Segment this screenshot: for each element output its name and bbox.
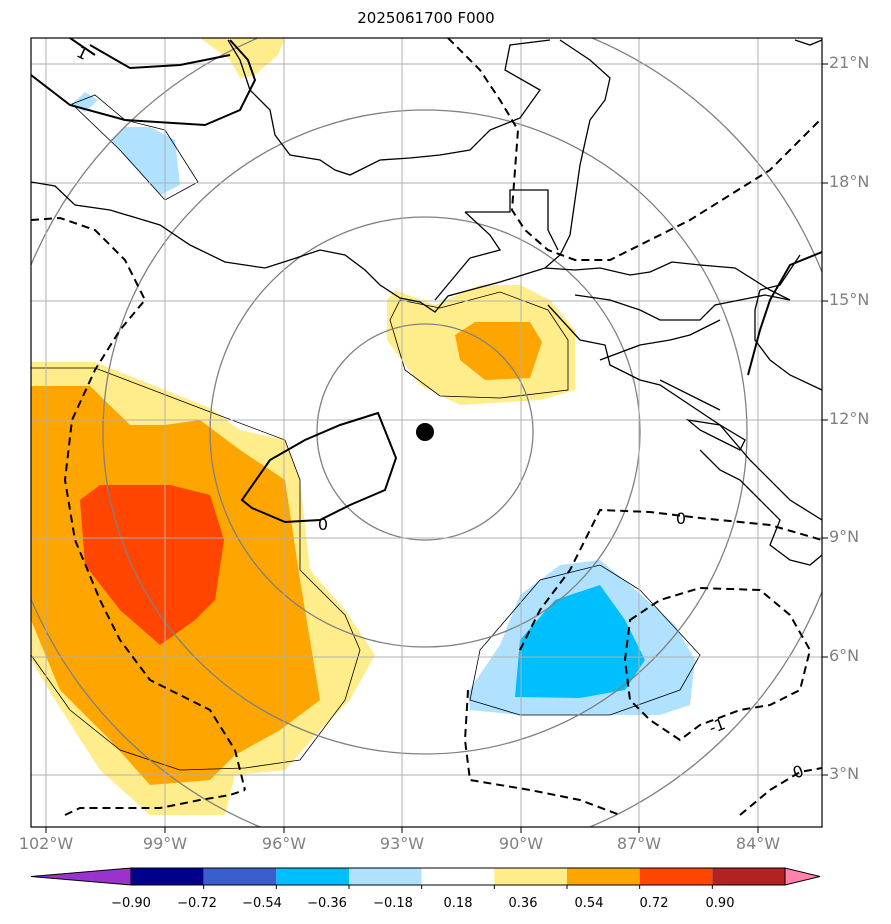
lon-label-99w: 99°W <box>142 834 188 853</box>
positive-anomaly-0.54 <box>80 485 224 645</box>
colorbar-segment <box>712 868 785 885</box>
colorbar-segment <box>203 868 277 885</box>
colorbar-label-0.54: 0.54 <box>574 896 604 911</box>
map-title: 2025061700 F000 <box>357 9 495 27</box>
colorbar-label-0.36: 0.36 <box>508 896 538 911</box>
colorbar <box>30 867 821 889</box>
lat-label-3n: 3°N <box>829 764 860 783</box>
lon-label-84w: 84°W <box>735 834 781 853</box>
negative-anomaly-0.36 <box>515 585 645 698</box>
lon-label-96w: 96°W <box>261 834 307 853</box>
lon-label-102w: 102°W <box>18 834 74 853</box>
colorbar-segment <box>349 868 422 885</box>
lon-label-87w: 87°W <box>616 834 662 853</box>
range-ring-layer <box>31 38 822 827</box>
colorbar-segment <box>567 868 640 885</box>
colorbar-label-neg0.54: −0.54 <box>242 896 282 911</box>
contour-label-0-central: 0 <box>318 515 328 534</box>
coastline-layer <box>31 39 822 566</box>
lon-label-93w: 93°W <box>379 834 425 853</box>
colorbar-label-0.90: 0.90 <box>705 896 735 911</box>
colorbar-label-neg0.18: −0.18 <box>373 896 413 911</box>
lat-label-12n: 12°N <box>829 409 870 428</box>
anomaly-fill-layer <box>31 38 695 815</box>
colorbar-frame <box>130 867 786 886</box>
colorbar-label-neg0.72: −0.72 <box>177 896 217 911</box>
colorbar-segment <box>639 868 713 885</box>
storm-center-marker <box>416 423 434 441</box>
lon-label-90w: 90°W <box>498 834 544 853</box>
graticule-layer <box>31 38 822 827</box>
colorbar-segment <box>421 868 495 885</box>
colorbar-label-0.18: 0.18 <box>443 896 473 911</box>
colorbar-extend-min <box>30 867 132 886</box>
lat-label-21n: 21°N <box>829 53 870 72</box>
colorbar-segment <box>131 868 204 885</box>
lat-label-15n: 15°N <box>829 290 870 309</box>
contour-line-layer <box>31 38 822 816</box>
contour-label-0-east: 0 <box>676 509 686 528</box>
colorbar-segment <box>276 868 349 885</box>
contour-label-neg1: -1 <box>706 714 727 737</box>
lat-label-6n: 6°N <box>829 646 860 665</box>
colorbar-label-0.72: 0.72 <box>639 896 669 911</box>
colorbar-extend-max <box>784 867 821 886</box>
map-frame <box>30 37 823 828</box>
axis-ticks <box>45 63 828 833</box>
colorbar-label-neg0.90: −0.90 <box>111 896 151 911</box>
colorbar-label-neg0.36: −0.36 <box>307 896 347 911</box>
positive-anomaly-north <box>200 38 285 78</box>
negative-anomaly-north <box>110 127 180 195</box>
colorbar-segment <box>494 868 567 885</box>
lat-label-9n: 9°N <box>829 527 860 546</box>
lat-label-18n: 18°N <box>829 172 870 191</box>
